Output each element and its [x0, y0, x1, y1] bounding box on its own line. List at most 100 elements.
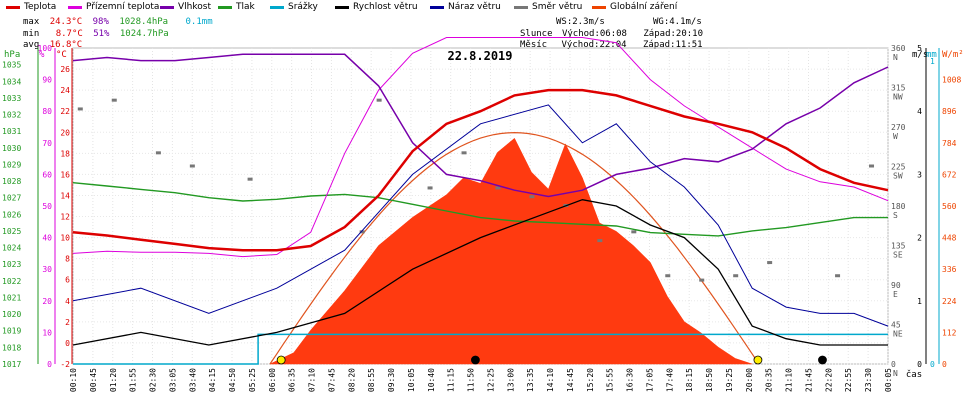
x-tick-label: 11:15 — [447, 368, 456, 392]
axis-label-pct: % — [39, 50, 45, 60]
pct-tick: 30 — [42, 265, 52, 274]
series-pressure — [72, 182, 888, 237]
x-tick-label: 11:50 — [467, 368, 476, 392]
legend-label: Náraz větru — [448, 2, 501, 12]
x-tick-label: 06:35 — [288, 368, 297, 392]
hpa-tick: 1031 — [2, 127, 21, 136]
deg-tick: 135 — [891, 242, 906, 251]
mm-tick: 0 — [930, 360, 935, 369]
sun-set-marker — [753, 355, 763, 365]
x-tick-label: 01:55 — [129, 368, 138, 392]
compass-label: E — [893, 290, 898, 299]
hpa-tick: 1020 — [2, 310, 21, 319]
legend-swatch — [218, 5, 232, 9]
pct-tick: 40 — [42, 234, 52, 243]
x-tick-label: 19:25 — [725, 368, 734, 392]
wind-dir-point — [461, 151, 467, 155]
deg-tick: 45 — [891, 321, 901, 330]
legend-label: Směr větru — [532, 2, 583, 12]
series-humidity — [72, 53, 889, 198]
legend-swatch — [430, 5, 444, 9]
wind-dir-point — [189, 164, 195, 168]
x-tick-label: 00:05 — [884, 368, 893, 392]
x-tick-label: 03:05 — [168, 368, 177, 392]
wm2-tick: 784 — [942, 139, 957, 148]
x-tick-label: 18:15 — [685, 368, 694, 392]
wind-dir-point — [77, 107, 83, 111]
legend-swatch — [6, 5, 20, 9]
hpa-tick: 1026 — [2, 210, 21, 219]
pct-tick: 70 — [42, 139, 52, 148]
wind-dir-point — [835, 274, 841, 278]
hpa-tick: 1021 — [2, 293, 21, 302]
series-radiation — [269, 137, 753, 365]
pct-tick: 10 — [42, 328, 52, 337]
temp-tick: 14 — [60, 191, 70, 200]
compass-label: N — [893, 369, 898, 378]
x-tick-label: 17:40 — [665, 368, 674, 392]
deg-tick: 270 — [891, 123, 906, 132]
temp-tick: 16 — [60, 170, 70, 179]
hpa-tick: 1029 — [2, 160, 21, 169]
legend-item-8: Globální záření — [592, 2, 677, 12]
wind-dir-point — [376, 98, 382, 102]
deg-tick: 180 — [891, 202, 906, 211]
legend-label: Srážky — [288, 2, 318, 12]
ms-tick: 3 — [917, 170, 922, 179]
wm2-tick: 560 — [942, 202, 957, 211]
temp-tick: 20 — [60, 128, 70, 137]
stats-max-temp: 24.3°C — [49, 17, 83, 27]
x-axis-label: čas — [906, 369, 922, 380]
stats-avg-label: avg — [23, 40, 40, 50]
deg-tick: 0 — [891, 360, 896, 369]
legend-swatch — [592, 5, 606, 9]
stats-min-temp: 8.7°C — [55, 29, 83, 39]
x-tick-label: 21:10 — [785, 368, 794, 392]
sun-rise-marker — [276, 355, 286, 365]
x-tick-label: 17:05 — [645, 368, 654, 392]
x-tick-label: 21:45 — [804, 368, 813, 392]
ms-tick: 0 — [917, 360, 922, 369]
x-tick-label: 16:30 — [626, 368, 635, 392]
info-sun-set: Západ:20:10 — [643, 29, 703, 39]
wind-dir-point — [597, 239, 603, 243]
x-tick-label: 22:55 — [844, 368, 853, 392]
compass-label: SW — [893, 172, 903, 181]
legend-swatch — [270, 5, 284, 9]
x-tick-label: 02:30 — [149, 368, 158, 392]
temp-tick: 6 — [65, 276, 70, 285]
hpa-tick: 1019 — [2, 327, 21, 336]
x-tick-label: 20:35 — [765, 368, 774, 392]
ms-tick: 2 — [917, 234, 922, 243]
legend-swatch — [68, 5, 82, 9]
series-wind-speed — [72, 199, 888, 346]
wind-dir-point — [869, 164, 875, 168]
wind-dir-point — [767, 261, 773, 265]
temp-tick: 22 — [60, 107, 70, 116]
compass-label: W — [893, 132, 898, 141]
legend-item-4: Srážky — [270, 2, 318, 12]
x-tick-label: 04:15 — [208, 368, 217, 392]
temp-tick: -2 — [60, 360, 70, 369]
moon-set-marker — [471, 355, 480, 365]
compass-label: N — [893, 53, 898, 62]
wm2-tick: 0 — [942, 360, 947, 369]
stats-min-press: 1024.7hPa — [119, 29, 169, 39]
deg-tick: 360 — [891, 44, 906, 53]
series-radiation-theoretical — [269, 131, 760, 365]
wm2-tick: 336 — [942, 265, 957, 274]
mm-tick: 1 — [930, 57, 935, 66]
wind-dir-point — [155, 151, 161, 155]
deg-tick: 225 — [891, 163, 906, 172]
info-ws: WS:2.3m/s — [556, 17, 605, 27]
hpa-tick: 1018 — [2, 343, 21, 352]
series-temperature — [72, 88, 889, 252]
x-tick-label: 03:40 — [188, 368, 197, 392]
ms-tick: 1 — [917, 297, 922, 306]
pct-tick: 50 — [42, 202, 52, 211]
wind-dir-point — [631, 230, 637, 234]
wm2-tick: 112 — [942, 328, 957, 337]
temp-tick: 18 — [60, 149, 70, 158]
